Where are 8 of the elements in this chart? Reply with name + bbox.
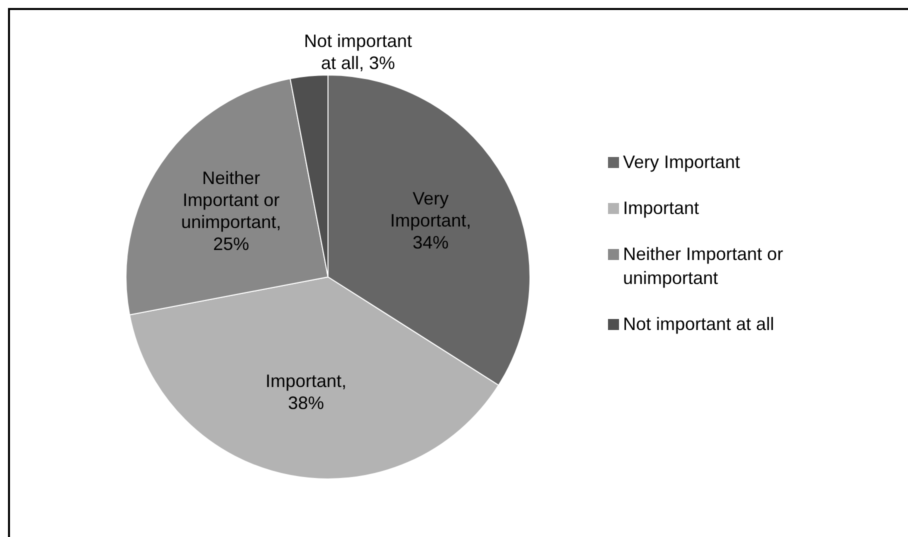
legend-label: Very Important	[623, 151, 740, 174]
data-label: Important, 38%	[266, 371, 347, 414]
legend-label: Not important at all	[623, 313, 774, 336]
legend-label: Neither Important or unimportant	[623, 243, 784, 290]
legend-label: Important	[623, 197, 700, 220]
data-label: Neither Important or unimportant, 25%	[181, 168, 282, 254]
data-label: Very Important, 34%	[390, 188, 472, 253]
data-label: Not important at all, 3%	[304, 31, 412, 73]
